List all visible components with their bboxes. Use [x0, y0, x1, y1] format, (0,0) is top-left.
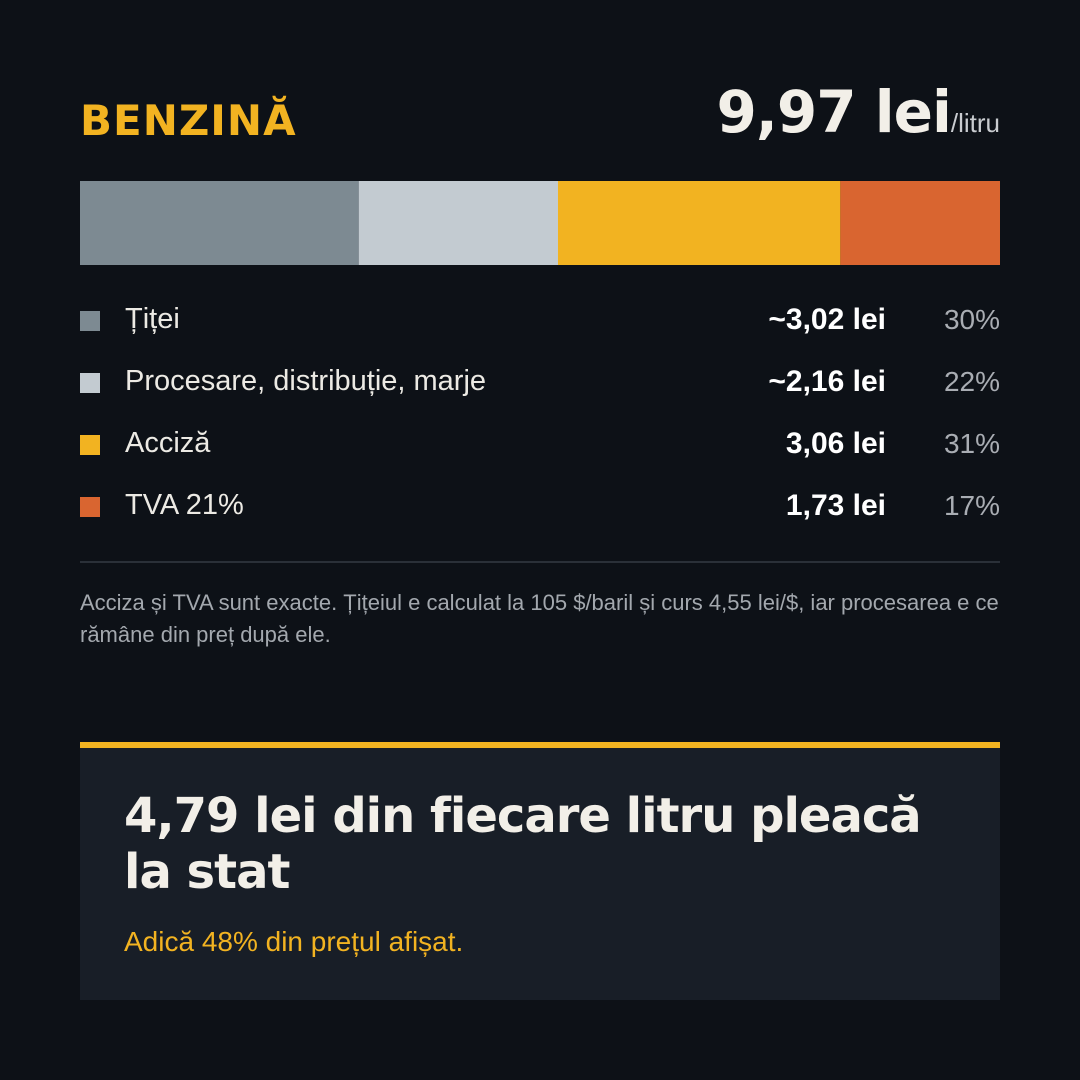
legend-percent: 22%	[943, 366, 1000, 397]
legend-percent: 30%	[943, 304, 1000, 335]
legend-label: Procesare, distribuție, marje	[125, 365, 487, 397]
methodology-note: Acciza și TVA sunt exacte. Țițeiul e cal…	[80, 590, 999, 647]
legend-amount: ~3,02 lei	[768, 303, 886, 336]
bar-segment-4	[840, 181, 1000, 265]
callout-subtitle: Adică 48% din prețul afișat.	[124, 926, 464, 957]
bar-segment-3	[557, 181, 841, 265]
bar-segment-2	[358, 181, 558, 265]
legend-row: Procesare, distribuție, marje ~2,16 lei 22…	[80, 353, 1000, 415]
legend-percent: 31%	[943, 428, 1000, 459]
state-share-callout: 4,79 lei din fiecare litru pleacă la sta…	[80, 742, 1000, 1000]
price-unit: /litru	[950, 108, 1000, 138]
legend-swatch	[80, 435, 100, 455]
legend-row: Acciză 3,06 lei 31%	[80, 415, 1000, 477]
legend-label: TVA 21%	[125, 489, 244, 521]
legend-label: Țiței	[125, 303, 180, 335]
price-display: 9,97 lei/litru	[716, 78, 1000, 146]
legend-percent: 17%	[943, 490, 1000, 521]
legend-swatch	[80, 311, 100, 331]
legend-amount: 1,73 lei	[785, 489, 886, 522]
header: BENZINĂ 9,97 lei/litru	[80, 78, 1000, 158]
legend-label: Acciză	[125, 427, 211, 459]
legend-amount: 3,06 lei	[785, 427, 886, 460]
legend: Țiței ~3,02 lei 30% Procesare, distribuție,…	[80, 291, 1000, 539]
fuel-type-title: BENZINĂ	[80, 96, 297, 145]
legend-swatch	[80, 497, 100, 517]
divider	[80, 561, 1000, 563]
callout-title: 4,79 lei din fiecare litru pleacă la sta…	[124, 788, 922, 900]
legend-row: TVA 21% 1,73 lei 17%	[80, 477, 1000, 539]
price-value: 9,97 lei	[716, 78, 951, 146]
bar-segment-1	[80, 181, 359, 265]
legend-amount: ~2,16 lei	[768, 365, 886, 398]
legend-row: Țiței ~3,02 lei 30%	[80, 291, 1000, 353]
price-breakdown-bar	[80, 181, 1000, 265]
legend-swatch	[80, 373, 100, 393]
